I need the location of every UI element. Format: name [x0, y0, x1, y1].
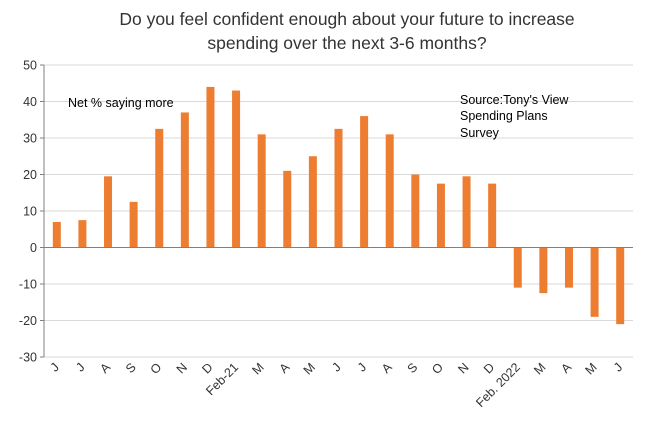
bar	[360, 116, 369, 248]
bar	[488, 183, 497, 248]
y-tick-label: 30	[23, 132, 37, 146]
bar	[129, 201, 138, 248]
x-tick-label: M	[301, 360, 318, 377]
chart-title-line-2: spending over the next 3-6 months?	[207, 33, 486, 53]
bar	[232, 90, 241, 248]
bar	[564, 247, 573, 288]
y-tick-labels: -30 -20 -10 0 10 20 30 40 50	[19, 59, 37, 365]
bar	[52, 221, 61, 248]
bar	[539, 247, 548, 294]
x-tick-label: J	[611, 360, 625, 374]
y-tick-label: 0	[30, 241, 37, 255]
y-tick-label: 50	[23, 59, 37, 73]
bar	[104, 176, 113, 248]
annotation-net-percent: Net % saying more	[68, 96, 174, 110]
x-tick-label: S	[123, 360, 139, 376]
bar	[308, 156, 317, 248]
x-tick-label: S	[405, 360, 421, 376]
x-tick-label: O	[429, 360, 446, 377]
x-tick-label: J	[73, 360, 87, 374]
bar	[411, 174, 420, 248]
x-tick-label: M	[250, 360, 267, 377]
axes	[40, 64, 633, 358]
x-tick-label: D	[481, 360, 497, 376]
x-tick-label: J	[355, 360, 369, 374]
source-line-2: Spending Plans	[460, 109, 548, 123]
bar	[283, 170, 292, 248]
x-tick-label: A	[277, 360, 293, 376]
y-tick-label: 20	[23, 168, 37, 182]
bar	[462, 176, 471, 248]
y-tick-label: -20	[19, 314, 37, 328]
bar	[334, 128, 343, 248]
bar	[616, 247, 625, 325]
bar	[590, 247, 599, 317]
x-tick-label: A	[379, 360, 395, 376]
bar	[180, 112, 189, 248]
chart-title-line-1: Do you feel confident enough about your …	[119, 9, 574, 29]
bar	[155, 128, 164, 248]
y-tick-label: -10	[19, 278, 37, 292]
x-tick-label: M	[582, 360, 599, 377]
y-tick-label: 10	[23, 205, 37, 219]
bar	[385, 134, 394, 248]
x-tick-label: J	[329, 360, 343, 374]
bar	[78, 220, 87, 248]
x-tick-label: J	[48, 360, 62, 374]
source-line-1: Source:Tony's View	[460, 93, 569, 107]
bars	[52, 86, 625, 325]
x-tick-label: O	[148, 360, 165, 377]
y-tick-label: -30	[19, 351, 37, 365]
y-tick-label: 40	[23, 95, 37, 109]
x-tick-label: N	[174, 360, 190, 376]
x-tick-label: M	[531, 360, 548, 377]
bar	[513, 247, 522, 288]
source-line-3: Survey	[460, 126, 500, 140]
x-tick-label: A	[558, 360, 574, 376]
bar	[257, 134, 266, 248]
bar	[436, 183, 445, 248]
bar	[206, 86, 215, 248]
x-tick-label: A	[97, 360, 113, 376]
x-tick-label: D	[199, 360, 215, 376]
x-tick-label: N	[455, 360, 471, 376]
